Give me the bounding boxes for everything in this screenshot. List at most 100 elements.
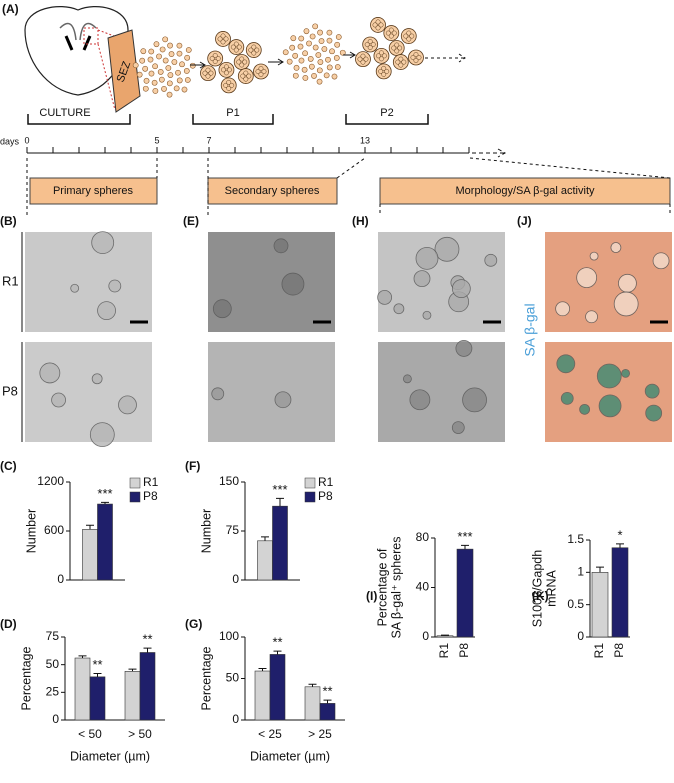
cell-cluster: [273, 238, 289, 254]
guides: [26, 157, 671, 215]
bracket: [27, 114, 131, 125]
cell: [326, 37, 333, 44]
bar: [304, 686, 321, 721]
sphere-cell: [398, 62, 404, 68]
error-bar: [323, 699, 332, 704]
y-tick-label: 40: [416, 580, 430, 594]
y-tick-label: 1: [577, 565, 584, 579]
cell-cluster: [409, 389, 431, 411]
sphere-cell: [226, 67, 232, 73]
sphere-cell: [251, 50, 257, 56]
cell-cluster: [560, 391, 574, 405]
stage-box: [207, 177, 338, 205]
sphere-cell: [220, 33, 226, 39]
cell: [317, 29, 323, 36]
sphere-cell: [375, 25, 381, 31]
cell: [181, 86, 188, 93]
cell: [326, 64, 333, 71]
sphere-cell: [242, 59, 248, 65]
panel-label: (H): [352, 214, 369, 228]
cell: [158, 76, 165, 83]
cell-cluster: [589, 251, 599, 261]
cell: [179, 61, 185, 68]
sphere-cell: [217, 36, 223, 42]
cell: [159, 46, 166, 53]
y-tick-label: 80: [416, 530, 430, 544]
sphere-cell: [384, 68, 390, 74]
cell: [301, 66, 308, 73]
sphere-cell: [233, 47, 239, 53]
y-tick-label: 0: [232, 572, 239, 586]
cell: [315, 52, 322, 58]
sphere-cell: [360, 59, 366, 65]
cell: [189, 62, 196, 69]
cell-cluster: [212, 299, 232, 319]
sphere-cell: [212, 53, 218, 58]
sphere: [200, 65, 216, 82]
sphere-cell: [370, 42, 376, 47]
micrograph: [378, 342, 505, 442]
sphere-cell: [409, 33, 415, 39]
panel-label: (F): [185, 459, 200, 473]
legend-swatch: [129, 477, 141, 489]
bar: [124, 671, 141, 721]
sphere: [207, 50, 224, 67]
bar: [456, 548, 474, 638]
sphere-cell: [406, 36, 412, 42]
cell-cluster: [39, 362, 61, 384]
cell: [308, 63, 315, 70]
error-bar: [143, 647, 152, 653]
sphere-cell: [410, 55, 416, 60]
cell-cluster: [91, 231, 115, 254]
sphere-cell: [367, 39, 373, 44]
sphere-cell: [226, 79, 232, 85]
y-tick-label: 1200: [37, 474, 64, 488]
sphere-cell: [205, 67, 211, 73]
panel-label: (G): [185, 617, 202, 631]
sphere-cell: [381, 65, 387, 71]
sphere: [355, 51, 371, 68]
cell: [293, 64, 300, 71]
cell: [317, 59, 324, 65]
x-tick-label: P8: [612, 643, 626, 658]
cell-cluster: [413, 270, 431, 288]
cell: [292, 52, 299, 59]
y-axis-label: Percentage: [199, 646, 213, 710]
cell: [302, 50, 308, 57]
y-tick-label: 0: [422, 629, 429, 643]
cell: [166, 91, 173, 98]
sphere-cell: [239, 56, 245, 62]
cell: [136, 71, 143, 78]
y-tick-label: 25: [46, 685, 60, 699]
day-label: 7: [206, 135, 211, 145]
panel-label: (E): [183, 214, 199, 228]
cell-cluster: [652, 252, 670, 270]
significance: **: [92, 657, 102, 672]
sphere-cell: [261, 69, 267, 74]
cell: [321, 46, 328, 52]
error-bar: [461, 544, 469, 550]
cell-cluster: [91, 373, 103, 385]
cell-cluster: [451, 279, 471, 299]
sphere-cell: [229, 82, 235, 88]
sphere-cell: [391, 30, 397, 36]
cell: [306, 40, 312, 47]
bar: [269, 654, 286, 721]
box-label: Primary spheres: [53, 185, 134, 197]
cell: [183, 68, 190, 74]
sphere-cell: [230, 44, 236, 50]
sphere-cell: [243, 76, 249, 82]
cell: [143, 77, 150, 84]
stage-label: P2: [380, 107, 393, 119]
sphere: [245, 42, 262, 58]
cell: [329, 48, 335, 55]
cell: [312, 23, 319, 30]
cell: [335, 34, 342, 40]
cell-cluster: [644, 383, 660, 399]
cell: [331, 73, 338, 80]
sphere-cell: [205, 73, 211, 79]
bracket: [345, 114, 429, 125]
sphere-cell: [223, 64, 229, 70]
cell-cluster: [422, 310, 432, 320]
